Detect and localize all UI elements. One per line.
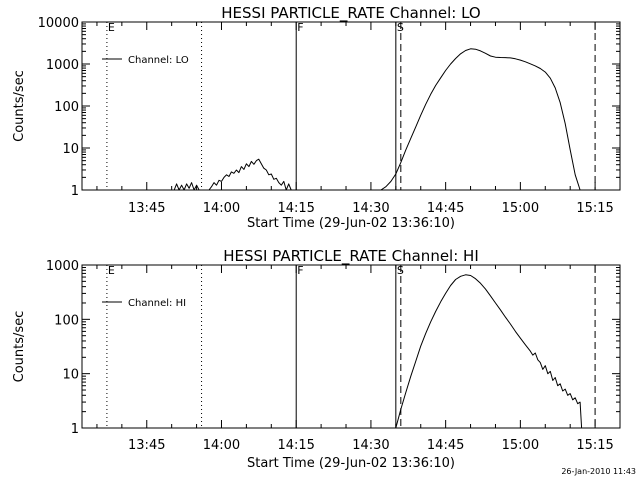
legend-label: Channel: HI bbox=[128, 298, 186, 309]
y-tick-label: 1000 bbox=[46, 259, 79, 274]
hi-channel-panel: HESSI PARTICLE_RATE Channel: HI 13:45 14:0… bbox=[12, 247, 621, 471]
x-tick-label: 14:15 bbox=[277, 438, 314, 453]
x-tick-label: 13:45 bbox=[128, 438, 165, 453]
x-tick-label: 15:00 bbox=[502, 201, 539, 216]
x-tick-label: 14:30 bbox=[352, 438, 389, 453]
event-marker-label: E bbox=[108, 264, 115, 277]
x-tick-label: 14:00 bbox=[203, 201, 240, 216]
x-tick-label: 14:45 bbox=[427, 438, 464, 453]
x-tick-label: 14:15 bbox=[277, 201, 314, 216]
chart-title: HESSI PARTICLE_RATE Channel: HI bbox=[223, 247, 479, 266]
x-tick-label: 15:15 bbox=[576, 438, 613, 453]
lo-channel-panel: HESSI PARTICLE_RATE Channel: LO 13:45 14:0… bbox=[12, 4, 621, 231]
plot-frame bbox=[81, 21, 621, 191]
legend-label: Channel: LO bbox=[128, 55, 189, 66]
x-tick-label: 13:45 bbox=[128, 201, 165, 216]
y-tick-label: 1 bbox=[71, 422, 79, 437]
timestamp: 26-Jan-2010 11:43 bbox=[561, 467, 636, 476]
chart-title: HESSI PARTICLE_RATE Channel: LO bbox=[221, 4, 480, 23]
x-axis-label: Start Time (29-Jun-02 13:36:10) bbox=[247, 456, 455, 471]
y-tick-label: 100 bbox=[54, 100, 79, 115]
y-axis-label: Counts/sec bbox=[12, 311, 27, 383]
x-tick-label: 15:00 bbox=[502, 438, 539, 453]
x-tick-label: 14:30 bbox=[352, 201, 389, 216]
y-tick-label: 10 bbox=[62, 142, 79, 157]
event-marker-label: F bbox=[297, 264, 303, 277]
x-tick-label: 15:15 bbox=[576, 201, 613, 216]
y-axis-label: Counts/sec bbox=[12, 70, 27, 142]
plot-frame bbox=[81, 264, 621, 429]
x-tick-label: 14:45 bbox=[427, 201, 464, 216]
y-tick-label: 1 bbox=[71, 184, 79, 199]
y-tick-label: 10 bbox=[62, 368, 79, 383]
x-axis-label: Start Time (29-Jun-02 13:36:10) bbox=[247, 216, 455, 231]
event-marker-label: E bbox=[108, 21, 115, 34]
series-line bbox=[395, 274, 583, 429]
event-marker-label: F bbox=[297, 21, 303, 34]
x-tick-label: 14:00 bbox=[203, 438, 240, 453]
y-tick-label: 10000 bbox=[38, 16, 79, 31]
series-line bbox=[173, 48, 581, 191]
y-tick-label: 1000 bbox=[46, 58, 79, 73]
y-tick-label: 100 bbox=[54, 313, 79, 328]
